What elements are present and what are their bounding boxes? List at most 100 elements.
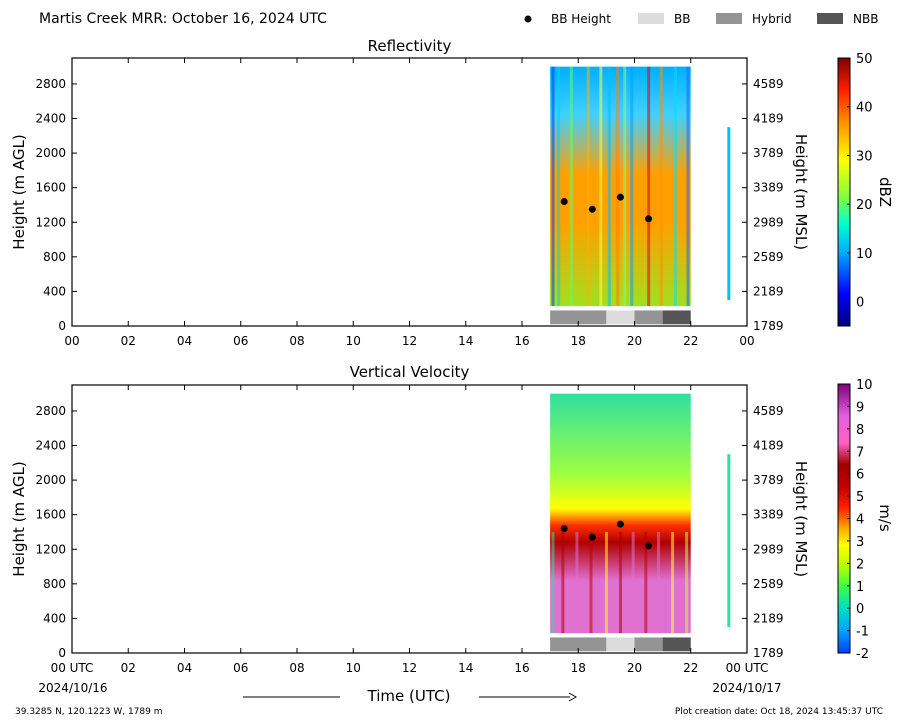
x-tick-label: 20 xyxy=(627,661,642,675)
bb-type-segment-hybrid xyxy=(550,637,607,652)
location-text: 39.3285 N, 120.1223 W, 1789 m xyxy=(15,707,163,717)
x-tick-label: 04 xyxy=(177,661,192,675)
bb-height-point xyxy=(645,542,653,550)
x-tick-label: 08 xyxy=(289,661,304,675)
data-streak xyxy=(647,66,651,307)
y-tick-label: 800 xyxy=(43,250,66,264)
y-right-tick-label: 4189 xyxy=(753,439,784,453)
legend-swatch xyxy=(716,13,742,24)
data-streak xyxy=(575,531,579,634)
legend-label: BB Height xyxy=(551,12,611,26)
y-right-tick-label: 2189 xyxy=(753,611,784,625)
colorbar-tick-label: 1 xyxy=(856,580,864,595)
x-tick-label: 16 xyxy=(514,334,529,348)
panel-title: Vertical Velocity xyxy=(350,363,470,381)
bb-height-point xyxy=(616,193,624,201)
legend-item-bb: BB xyxy=(638,12,690,26)
colorbar-label: dBZ xyxy=(876,177,894,207)
legend-swatch xyxy=(638,13,664,24)
x-tick-label: 06 xyxy=(233,661,248,675)
x-tick-label: 00 UTC xyxy=(51,661,94,675)
arrow-head-icon xyxy=(568,692,578,702)
colorbar-tick-label: 10 xyxy=(856,247,873,262)
colorbar-tick-label: 6 xyxy=(856,468,864,483)
vertical-velocity-panel: Vertical Velocity04008001200160020002400… xyxy=(10,363,894,675)
data-streak xyxy=(551,531,555,634)
colorbar-tick-label: -1 xyxy=(856,625,869,640)
data-column-late xyxy=(727,454,731,628)
data-streak xyxy=(631,531,635,634)
legend-item-bb-height: BB Height xyxy=(524,12,611,26)
colorbar-tick-label: 9 xyxy=(856,400,864,415)
y-tick-label: 0 xyxy=(58,646,66,660)
data-streak xyxy=(551,66,555,307)
data-streak xyxy=(616,66,620,307)
figure-title: Martis Creek MRR: October 16, 2024 UTC xyxy=(39,11,327,27)
y-right-axis-label: Height (m MSL) xyxy=(792,134,810,250)
data-streak xyxy=(607,66,611,307)
x-tick-label: 10 xyxy=(346,334,361,348)
colorbar-tick-label: 0 xyxy=(856,296,864,311)
colorbar-tick-label: 10 xyxy=(856,378,873,393)
data-streak xyxy=(686,66,690,307)
x-tick-label: 16 xyxy=(514,661,529,675)
data-streak xyxy=(630,66,634,307)
y-right-tick-label: 3389 xyxy=(753,181,784,195)
y-right-tick-label: 2589 xyxy=(753,250,784,264)
y-tick-label: 2400 xyxy=(35,439,66,453)
reflectivity-panel: Reflectivity0400800120016002000240028001… xyxy=(10,37,894,348)
y-right-tick-label: 2989 xyxy=(753,215,784,229)
data-streak xyxy=(589,531,593,634)
x-tick-label: 12 xyxy=(402,334,417,348)
data-streak xyxy=(586,66,590,307)
x-tick-label: 00 UTC xyxy=(726,661,769,675)
y-tick-label: 400 xyxy=(43,284,66,298)
colorbar xyxy=(837,57,851,327)
data-streak xyxy=(557,66,561,307)
data-streak xyxy=(671,531,675,634)
x-tick-label: 22 xyxy=(683,334,698,348)
y-tick-label: 800 xyxy=(43,577,66,591)
bb-type-segment-bb xyxy=(606,637,635,652)
x-tick-label: 00 xyxy=(739,334,754,348)
y-axis-label: Height (m AGL) xyxy=(10,461,28,576)
bb-type-segment-hybrid xyxy=(634,637,663,652)
legend-dot-icon xyxy=(524,15,532,23)
y-tick-label: 1600 xyxy=(35,181,66,195)
x-tick-label: 22 xyxy=(683,661,698,675)
x-tick-label: 14 xyxy=(458,661,473,675)
y-right-tick-label: 2589 xyxy=(753,577,784,591)
data-field xyxy=(550,66,691,307)
y-right-tick-label: 2189 xyxy=(753,284,784,298)
legend-item-hybrid: Hybrid xyxy=(716,12,792,26)
y-tick-label: 0 xyxy=(58,319,66,333)
bb-type-segment-bb xyxy=(606,310,635,325)
colorbar-tick-label: 0 xyxy=(856,602,864,617)
bb-height-point xyxy=(560,525,568,533)
y-tick-label: 2000 xyxy=(35,473,66,487)
data-streak xyxy=(644,531,648,634)
bb-height-point xyxy=(560,198,568,206)
colorbar-tick-label: 7 xyxy=(856,445,864,460)
bb-height-point xyxy=(588,205,596,213)
colorbar-tick-label: 4 xyxy=(856,513,864,528)
data-streak xyxy=(599,66,603,307)
y-tick-label: 1600 xyxy=(35,508,66,522)
colorbar-tick-label: 2 xyxy=(856,557,864,572)
colorbar-tick-label: -2 xyxy=(856,647,869,662)
data-streak xyxy=(569,66,573,307)
end-date-label: 2024/10/17 xyxy=(712,681,781,695)
x-tick-label: 08 xyxy=(289,334,304,348)
bb-type-segment-nbb xyxy=(662,310,691,325)
header-legend: BB Height BB Hybrid NBB xyxy=(524,12,878,26)
colorbar-tick-label: 40 xyxy=(856,101,873,116)
legend-label: NBB xyxy=(853,12,878,26)
data-streak xyxy=(673,66,677,307)
x-tick-label: 00 xyxy=(64,334,79,348)
x-tick-label: 04 xyxy=(177,334,192,348)
y-tick-label: 1200 xyxy=(35,542,66,556)
colorbar-tick-label: 30 xyxy=(856,149,873,164)
y-right-tick-label: 4589 xyxy=(753,77,784,91)
y-right-tick-label: 3789 xyxy=(753,146,784,160)
